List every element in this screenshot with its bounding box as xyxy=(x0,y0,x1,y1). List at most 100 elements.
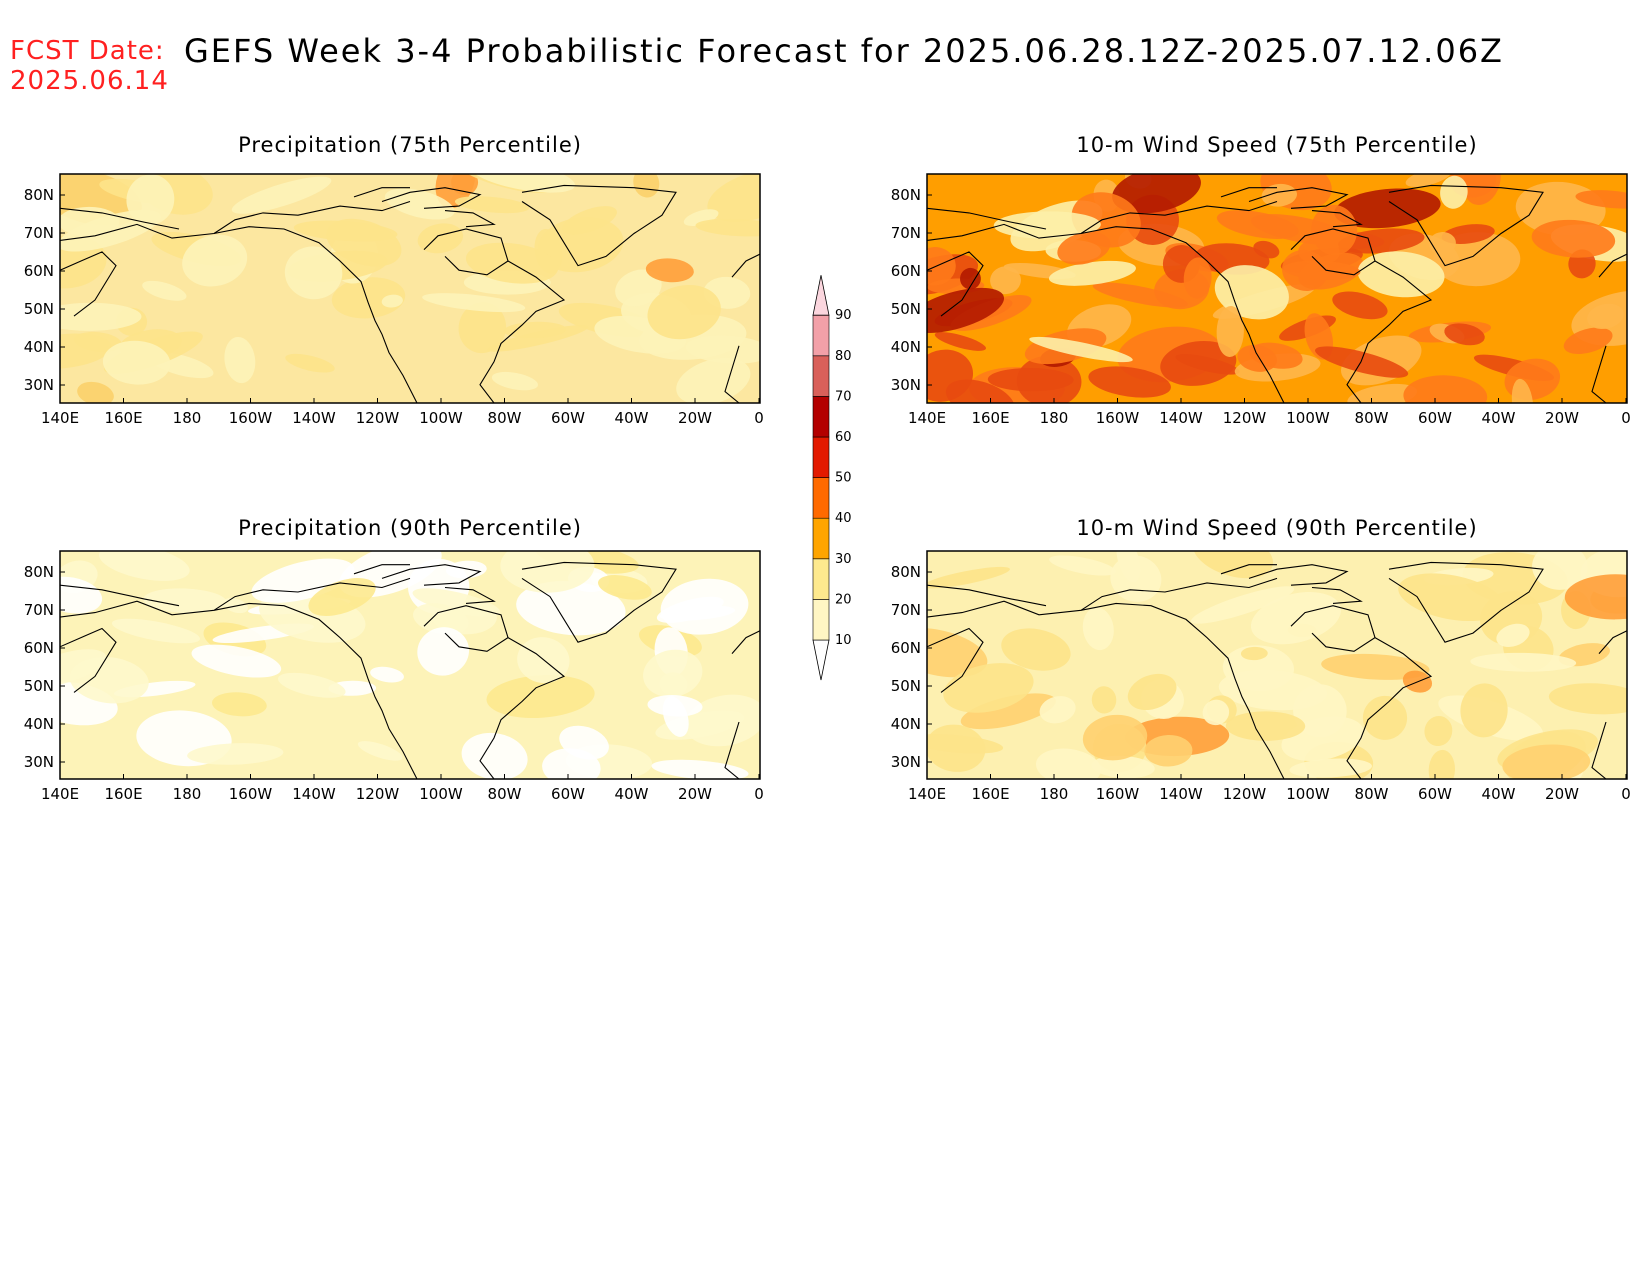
lon-label: 140E xyxy=(41,785,79,803)
coastline xyxy=(1591,721,1607,779)
lon-label: 0 xyxy=(1621,409,1631,427)
map-panel-precip90: Precipitation (90th Percentile) 80N 70N 60N… xyxy=(24,516,764,803)
shaded-field xyxy=(60,551,760,779)
shaded-field xyxy=(927,174,1627,403)
lon-label: 160W xyxy=(1096,785,1140,803)
lat-label: 70N xyxy=(891,224,921,242)
lon-label: 160W xyxy=(1096,409,1140,427)
lon-label: 120W xyxy=(356,785,400,803)
lon-label: 0 xyxy=(1621,785,1631,803)
lon-label: 180 xyxy=(173,785,202,803)
lat-label: 50N xyxy=(891,300,921,318)
lat-label: 80N xyxy=(891,186,921,204)
map-panel-precip75: Precipitation (75th Percentile) 80N 70N 60N… xyxy=(24,133,764,427)
colorbar-label: 60 xyxy=(835,430,852,445)
lon-label: 40W xyxy=(1482,785,1516,803)
lat-label: 70N xyxy=(24,601,54,619)
panel-title: 10-m Wind Speed (75th Percentile) xyxy=(1076,133,1477,157)
coastline xyxy=(1598,253,1627,278)
coastline xyxy=(1346,637,1433,779)
coastline xyxy=(444,586,496,604)
lon-label: 160W xyxy=(229,785,273,803)
lon-label: 40W xyxy=(615,409,649,427)
coastline xyxy=(1080,200,1278,234)
lon-label: 120W xyxy=(1223,409,1267,427)
coastline xyxy=(60,207,180,230)
lon-label: 80W xyxy=(1355,409,1389,427)
lon-label: 80W xyxy=(488,409,522,427)
colorbar-segment xyxy=(812,436,830,478)
lon-label: 40W xyxy=(615,785,649,803)
coastline xyxy=(521,184,677,267)
colorbar-segment xyxy=(812,355,830,397)
coastline xyxy=(1220,564,1277,575)
lat-label: 60N xyxy=(24,639,54,657)
colorbar: 10 20 30 40 50 60 70 80 90 xyxy=(812,275,852,681)
lon-label: 100W xyxy=(419,409,463,427)
colorbar-label: 80 xyxy=(835,349,852,364)
forecast-date-block: FCST Date: 2025.06.14 xyxy=(10,36,169,96)
coastline xyxy=(1080,577,1278,611)
map-frame xyxy=(59,550,761,780)
coastline xyxy=(381,564,482,586)
coastline xyxy=(927,251,984,317)
lat-label: 60N xyxy=(891,639,921,657)
lon-label: 40W xyxy=(1482,409,1516,427)
colorbar-segment xyxy=(812,477,830,519)
coastline xyxy=(60,627,117,693)
map-frame xyxy=(926,550,1628,780)
lon-label: 140E xyxy=(908,409,946,427)
lon-label: 0 xyxy=(754,409,764,427)
lon-label: 60W xyxy=(1418,409,1452,427)
colorbar-segment xyxy=(812,599,830,641)
colorbar-segment xyxy=(812,396,830,438)
lon-label: 180 xyxy=(1040,409,1069,427)
lat-label: 80N xyxy=(24,563,54,581)
coastline xyxy=(423,228,509,276)
coastline xyxy=(927,584,1047,607)
lat-label: 60N xyxy=(891,262,921,280)
lat-label: 40N xyxy=(24,715,54,733)
coastline xyxy=(213,200,411,234)
coastline xyxy=(423,605,509,652)
coastline xyxy=(1311,586,1363,604)
lon-label: 140W xyxy=(1159,785,1203,803)
coastline xyxy=(927,627,984,693)
lat-label: 50N xyxy=(24,677,54,695)
lon-label: 160E xyxy=(971,409,1009,427)
main-title: GEFS Week 3-4 Probabilistic Forecast for… xyxy=(184,32,1504,70)
coastline xyxy=(724,721,740,779)
lat-label: 50N xyxy=(24,300,54,318)
lon-label: 120W xyxy=(1223,785,1267,803)
lon-label: 20W xyxy=(678,785,712,803)
lat-label: 50N xyxy=(891,677,921,695)
coastline xyxy=(60,251,117,317)
coastline xyxy=(927,600,1285,779)
panel-title: 10-m Wind Speed (90th Percentile) xyxy=(1076,516,1477,540)
lon-label: 180 xyxy=(173,409,202,427)
coastline xyxy=(1388,184,1544,267)
shaded-field xyxy=(927,551,1627,779)
colorbar-label: 30 xyxy=(835,552,852,567)
lon-label: 20W xyxy=(678,409,712,427)
coastline xyxy=(927,223,1285,403)
lon-label: 60W xyxy=(551,785,585,803)
lat-label: 30N xyxy=(891,376,921,394)
coastline xyxy=(381,187,482,209)
fcst-date: 2025.06.14 xyxy=(10,66,169,96)
lon-label: 20W xyxy=(1545,785,1579,803)
lon-label: 140W xyxy=(1159,409,1203,427)
coastline xyxy=(927,207,1047,230)
lat-label: 40N xyxy=(891,338,921,356)
coastline xyxy=(1598,630,1627,654)
lat-label: 40N xyxy=(891,715,921,733)
lon-label: 140W xyxy=(292,785,336,803)
panel-title: Precipitation (90th Percentile) xyxy=(238,516,582,540)
coastline xyxy=(731,630,760,654)
lon-label: 60W xyxy=(1418,785,1452,803)
coastline xyxy=(1388,561,1544,643)
coastline xyxy=(353,564,410,575)
lat-label: 80N xyxy=(891,563,921,581)
coastline xyxy=(1311,210,1363,228)
